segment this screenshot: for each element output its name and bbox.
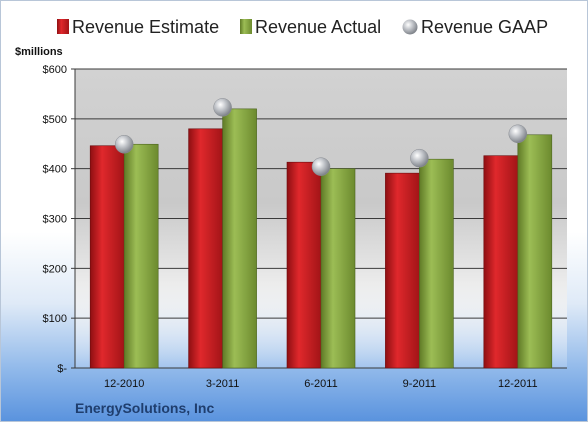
legend-swatch-actual	[240, 19, 252, 34]
unit-label: $millions	[15, 46, 63, 58]
bar-revenue-actual	[123, 143, 159, 369]
x-tick-label: 12-2011	[498, 378, 538, 390]
y-tick-label: $400	[43, 164, 67, 176]
legend-marker-gaap	[402, 19, 418, 35]
y-tick-label: $600	[43, 64, 67, 76]
bar-revenue-estimate	[483, 155, 519, 369]
bar-revenue-estimate	[89, 145, 125, 369]
x-tick-label: 6-2011	[304, 378, 337, 390]
y-tick-label: $300	[43, 214, 67, 226]
point-revenue-gaap	[508, 124, 528, 144]
legend-label-gaap: Revenue GAAP	[421, 17, 548, 37]
point-revenue-gaap	[213, 98, 232, 117]
legend: Revenue Estimate Revenue Actual Revenue …	[57, 17, 548, 37]
bar-revenue-actual	[320, 168, 356, 369]
y-tick-label: $200	[43, 263, 67, 275]
bar-revenue-estimate	[286, 161, 322, 369]
x-axis-ticks: 12-2010 3-2011 6-2011 9-2011 12-2011	[104, 378, 538, 390]
x-tick-label: 9-2011	[403, 378, 436, 390]
x-tick-label: 12-2010	[104, 378, 144, 390]
y-tick-label: $-	[57, 363, 67, 375]
bar-revenue-estimate	[385, 172, 420, 369]
bar-revenue-estimate	[188, 128, 223, 369]
bar-revenue-actual	[222, 108, 257, 369]
y-tick-label: $100	[43, 313, 67, 325]
legend-swatch-estimate	[57, 19, 69, 34]
legend-label-actual: Revenue Actual	[255, 17, 381, 37]
gaap-points	[114, 98, 528, 176]
bar-revenue-actual	[419, 158, 454, 369]
x-tick-label: 3-2011	[206, 378, 239, 390]
y-axis-ticks: $- $100 $200 $300 $400 $500 $600	[43, 64, 68, 375]
point-revenue-gaap	[114, 134, 134, 154]
point-revenue-gaap	[311, 157, 331, 176]
legend-label-estimate: Revenue Estimate	[72, 17, 219, 37]
bars	[89, 108, 553, 369]
y-tick-label: $500	[43, 114, 67, 126]
point-revenue-gaap	[410, 148, 429, 168]
bar-revenue-actual	[517, 134, 553, 369]
company-name: EnergySolutions, Inc	[75, 400, 214, 416]
